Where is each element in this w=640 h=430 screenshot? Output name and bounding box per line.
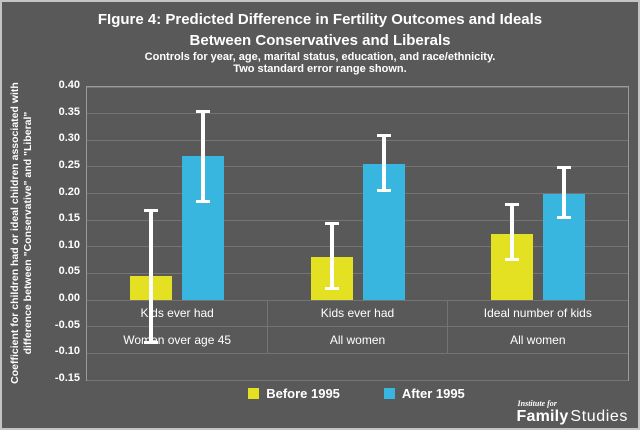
error-bar-cap-top [144, 208, 159, 212]
error-bar-cap-top [376, 133, 391, 137]
error-bar-line [149, 209, 154, 343]
category-population-label: All women [329, 332, 386, 347]
y-axis-tick-label: 0.30 [58, 132, 80, 145]
y-axis-tick-labels: 0.40 0.35 0.30 0.25 0.20 0.15 0.10 0.05 0.00 -0.0… [30, 79, 82, 384]
logo-institute-for: Institute for [517, 399, 557, 408]
error-bar-line [381, 134, 386, 191]
plot-area: Kids ever had Women over age 45 Kids ever … [86, 86, 629, 381]
gridline [87, 379, 628, 381]
chart-subtitle-line2: Two standard error range shown. [233, 63, 407, 75]
y-axis-tick-label: -0.15 [54, 372, 80, 384]
y-axis-tick-label: 0.25 [58, 158, 80, 171]
gridline [87, 86, 628, 88]
error-bar-line [201, 110, 206, 202]
legend-label: After 1995 [401, 386, 465, 401]
y-axis-tick-label: 0.15 [58, 212, 80, 225]
error-bar-line [561, 166, 566, 218]
y-axis-tick-label: 0.20 [58, 185, 80, 198]
y-axis-tick-label: 0.10 [58, 238, 80, 251]
category-measure-label: Kids ever had [140, 306, 214, 321]
error-bar-cap-bottom [504, 258, 519, 262]
error-bar-cap-top [324, 221, 339, 225]
chart-subtitle-line1: Controls for year, age, marital status, … [144, 51, 496, 63]
legend-item: Before 1995 [248, 386, 340, 401]
y-axis-tick-label: 0.35 [58, 105, 80, 118]
y-axis-tick-label: 0.05 [58, 265, 80, 278]
error-bar-cap-bottom [196, 199, 211, 203]
chart-title-line1: FIgure 4: Predicted Difference in Fertil… [97, 11, 543, 28]
ifs-logo: Institute for Family Studies [517, 399, 628, 425]
y-axis-tick-label: 0.40 [58, 79, 80, 91]
gridline [87, 166, 628, 168]
legend-swatch [383, 388, 395, 399]
gridline [87, 326, 628, 328]
y-axis-title-line1: Coefficient for children had or ideal ch… [9, 81, 21, 384]
y-axis-tick-label: 0.00 [58, 292, 80, 305]
gridline [87, 272, 628, 274]
legend-label: Before 1995 [266, 386, 340, 401]
category-separator [447, 300, 449, 354]
chart-title: FIgure 4: Predicted Difference in Fertil… [2, 9, 638, 51]
error-bar-cap-bottom [376, 188, 391, 192]
error-bar-cap-bottom [556, 215, 571, 219]
error-bar-line [329, 222, 334, 290]
category-measure-label: Kids ever had [320, 306, 395, 321]
category-population-label: All women [510, 332, 566, 347]
logo-family-studies: Family Studies [517, 408, 628, 425]
error-bar-cap-bottom [324, 287, 339, 291]
gridline [87, 219, 628, 221]
gridline [87, 352, 628, 354]
chart-subtitle: Controls for year, age, marital status, … [2, 51, 638, 75]
y-axis-tick-label: -0.05 [54, 318, 80, 331]
y-axis-tick-label: -0.10 [54, 345, 80, 358]
gridline [87, 193, 628, 195]
error-bar-line [509, 204, 514, 261]
logo-family-word: Family [516, 408, 569, 425]
category-separator [266, 300, 268, 354]
gridline [87, 113, 628, 115]
gridline [87, 246, 628, 248]
gridline [87, 299, 628, 301]
legend-swatch [248, 388, 260, 399]
error-bar-cap-top [504, 203, 519, 207]
legend-item: After 1995 [383, 386, 465, 401]
logo-studies-word: Studies [570, 408, 628, 425]
error-bar-cap-bottom [144, 340, 159, 344]
legend: Before 1995 After 1995 [86, 386, 627, 401]
error-bar-cap-top [556, 165, 571, 169]
gridline [87, 139, 628, 141]
chart-title-line2: Between Conservatives and Liberals [189, 32, 451, 49]
category-measure-label: Ideal number of kids [483, 306, 592, 321]
error-bar-cap-top [196, 109, 211, 113]
category-population-label: Women over age 45 [123, 332, 232, 347]
